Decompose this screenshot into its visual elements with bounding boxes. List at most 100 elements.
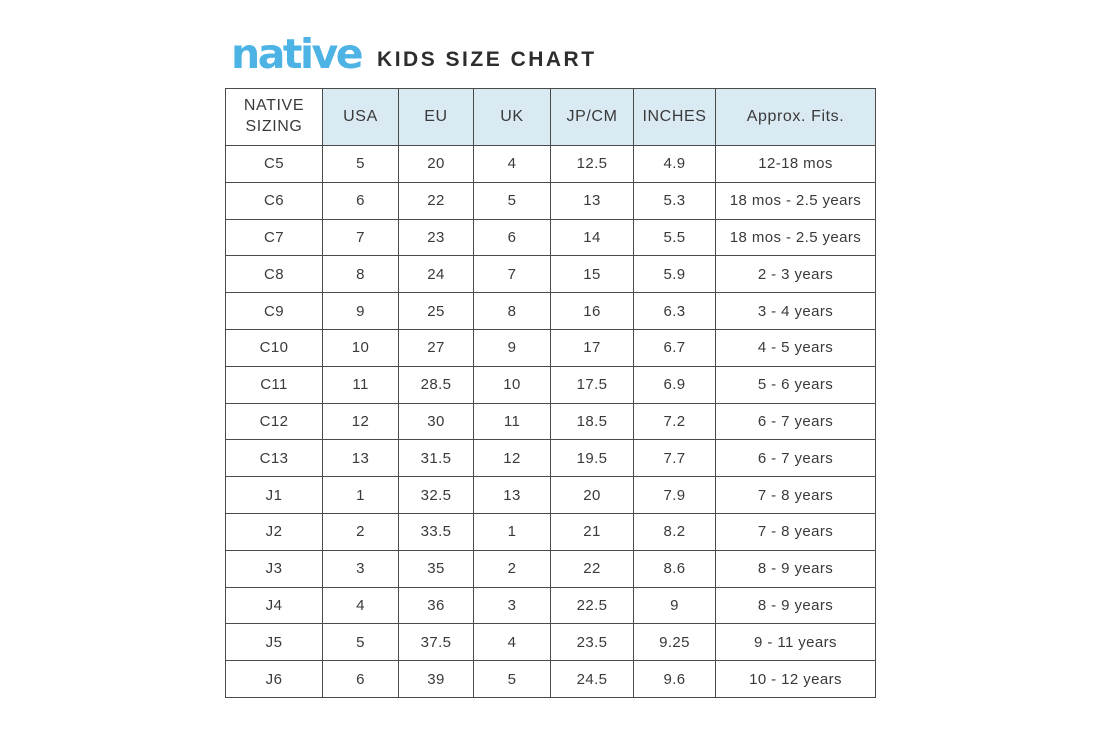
table-cell: 3 - 4 years: [715, 292, 876, 330]
table-cell: 12: [322, 402, 399, 441]
table-cell: 30: [398, 402, 474, 441]
table-cell: 18 mos - 2.5 years: [715, 181, 876, 220]
table-cell: 5: [473, 181, 551, 220]
table-row: C12 12 30 11 18.5 7.2 6 - 7 years: [225, 402, 876, 441]
table-cell: 27: [398, 328, 474, 367]
table-cell: C6: [225, 181, 323, 220]
table-cell: 18 mos - 2.5 years: [715, 218, 876, 257]
table-cell: 33.5: [398, 512, 474, 551]
table-cell: 4: [473, 145, 551, 183]
table-row: J5 5 37.5 4 23.5 9.25 9 - 11 years: [225, 623, 876, 662]
table-cell: 11: [473, 402, 551, 441]
table-cell: 7.2: [633, 402, 716, 441]
table-cell: 12-18 mos: [715, 145, 876, 183]
table-cell: 17.5: [550, 365, 634, 404]
table-cell: 7.9: [633, 476, 716, 514]
table-cell: 17: [550, 328, 634, 367]
table-cell: 7: [322, 218, 399, 257]
table-cell: 8 - 9 years: [715, 549, 876, 588]
table-cell: 8.2: [633, 512, 716, 551]
table-cell: 6.3: [633, 292, 716, 330]
table-cell: 13: [473, 476, 551, 514]
table-cell: 4 - 5 years: [715, 328, 876, 367]
table-cell: 9: [633, 586, 716, 625]
table-cell: 2 - 3 years: [715, 255, 876, 294]
table-cell: 11: [322, 365, 399, 404]
table-row: J1 1 32.5 13 20 7.9 7 - 8 years: [225, 476, 876, 514]
column-header-6: Approx. Fits.: [715, 88, 876, 146]
table-cell: 36: [398, 586, 474, 625]
table-cell: 32.5: [398, 476, 474, 514]
table-cell: 15: [550, 255, 634, 294]
table-cell: 10 - 12 years: [715, 660, 876, 698]
table-body: C5 5 20 4 12.5 4.9 12-18 mos C6 6 22 5 13 5.3 18 mos …: [225, 145, 876, 698]
table-cell: 23.5: [550, 623, 634, 662]
table-cell: 6: [473, 218, 551, 257]
table-cell: 8: [322, 255, 399, 294]
page-title: KIDS SIZE CHART: [377, 47, 597, 71]
table-cell: 6 - 7 years: [715, 439, 876, 478]
table-cell: 24.5: [550, 660, 634, 698]
table-cell: 35: [398, 549, 474, 588]
table-cell: 3: [322, 549, 399, 588]
table-header: NATIVE SIZING USA EU UK JP/CM INCHES Approx. F…: [225, 88, 876, 146]
table-cell: 6: [322, 181, 399, 220]
table-cell: 6.9: [633, 365, 716, 404]
table-cell: 9: [322, 292, 399, 330]
table-cell: 5: [473, 660, 551, 698]
table-cell: 13: [322, 439, 399, 478]
table-cell: 25: [398, 292, 474, 330]
table-row: C5 5 20 4 12.5 4.9 12-18 mos: [225, 145, 876, 183]
table-cell: 24: [398, 255, 474, 294]
table-cell: 22.5: [550, 586, 634, 625]
table-cell: C5: [225, 145, 323, 183]
table-header-row: NATIVE SIZING USA EU UK JP/CM INCHES Approx. F…: [225, 88, 876, 146]
table-cell: C10: [225, 328, 323, 367]
table-row: J4 4 36 3 22.5 9 8 - 9 years: [225, 586, 876, 625]
table-row: J6 6 39 5 24.5 9.6 10 - 12 years: [225, 660, 876, 698]
table-row: C7 7 23 6 14 5.5 18 mos - 2.5 years: [225, 218, 876, 257]
table-cell: 14: [550, 218, 634, 257]
table-cell: 6 - 7 years: [715, 402, 876, 441]
table-cell: C8: [225, 255, 323, 294]
table-row: J3 3 35 2 22 8.6 8 - 9 years: [225, 549, 876, 588]
table-row: C10 10 27 9 17 6.7 4 - 5 years: [225, 328, 876, 367]
table-cell: C13: [225, 439, 323, 478]
table-cell: 1: [322, 476, 399, 514]
table-cell: J1: [225, 476, 323, 514]
table-cell: 2: [473, 549, 551, 588]
table-row: J2 2 33.5 1 21 8.2 7 - 8 years: [225, 512, 876, 551]
column-header-4: JP/CM: [550, 88, 634, 146]
table-row: C8 8 24 7 15 5.9 2 - 3 years: [225, 255, 876, 294]
table-row: C9 9 25 8 16 6.3 3 - 4 years: [225, 292, 876, 330]
table-row: C11 11 28.5 10 17.5 6.9 5 - 6 years: [225, 365, 876, 404]
column-header-5: INCHES: [633, 88, 716, 146]
table-cell: 31.5: [398, 439, 474, 478]
table-cell: 18.5: [550, 402, 634, 441]
table-cell: 7 - 8 years: [715, 476, 876, 514]
table-cell: J3: [225, 549, 323, 588]
table-cell: 28.5: [398, 365, 474, 404]
table-cell: 4.9: [633, 145, 716, 183]
table-cell: 9.6: [633, 660, 716, 698]
native-logo: native: [231, 30, 364, 78]
table-cell: 37.5: [398, 623, 474, 662]
table-cell: 6.7: [633, 328, 716, 367]
table-row: C6 6 22 5 13 5.3 18 mos - 2.5 years: [225, 181, 876, 220]
column-header-0: NATIVE SIZING: [225, 88, 323, 146]
table-cell: 1: [473, 512, 551, 551]
table-cell: 9.25: [633, 623, 716, 662]
kids-size-chart-table: NATIVE SIZING USA EU UK JP/CM INCHES Approx. F…: [225, 88, 876, 698]
table-cell: 22: [398, 181, 474, 220]
table-cell: 8: [473, 292, 551, 330]
table-cell: J2: [225, 512, 323, 551]
table-cell: 4: [322, 586, 399, 625]
table-cell: 10: [322, 328, 399, 367]
table-cell: 12.5: [550, 145, 634, 183]
table-cell: 13: [550, 181, 634, 220]
table-cell: 2: [322, 512, 399, 551]
column-header-1: USA: [322, 88, 399, 146]
table-cell: J5: [225, 623, 323, 662]
table-cell: 3: [473, 586, 551, 625]
